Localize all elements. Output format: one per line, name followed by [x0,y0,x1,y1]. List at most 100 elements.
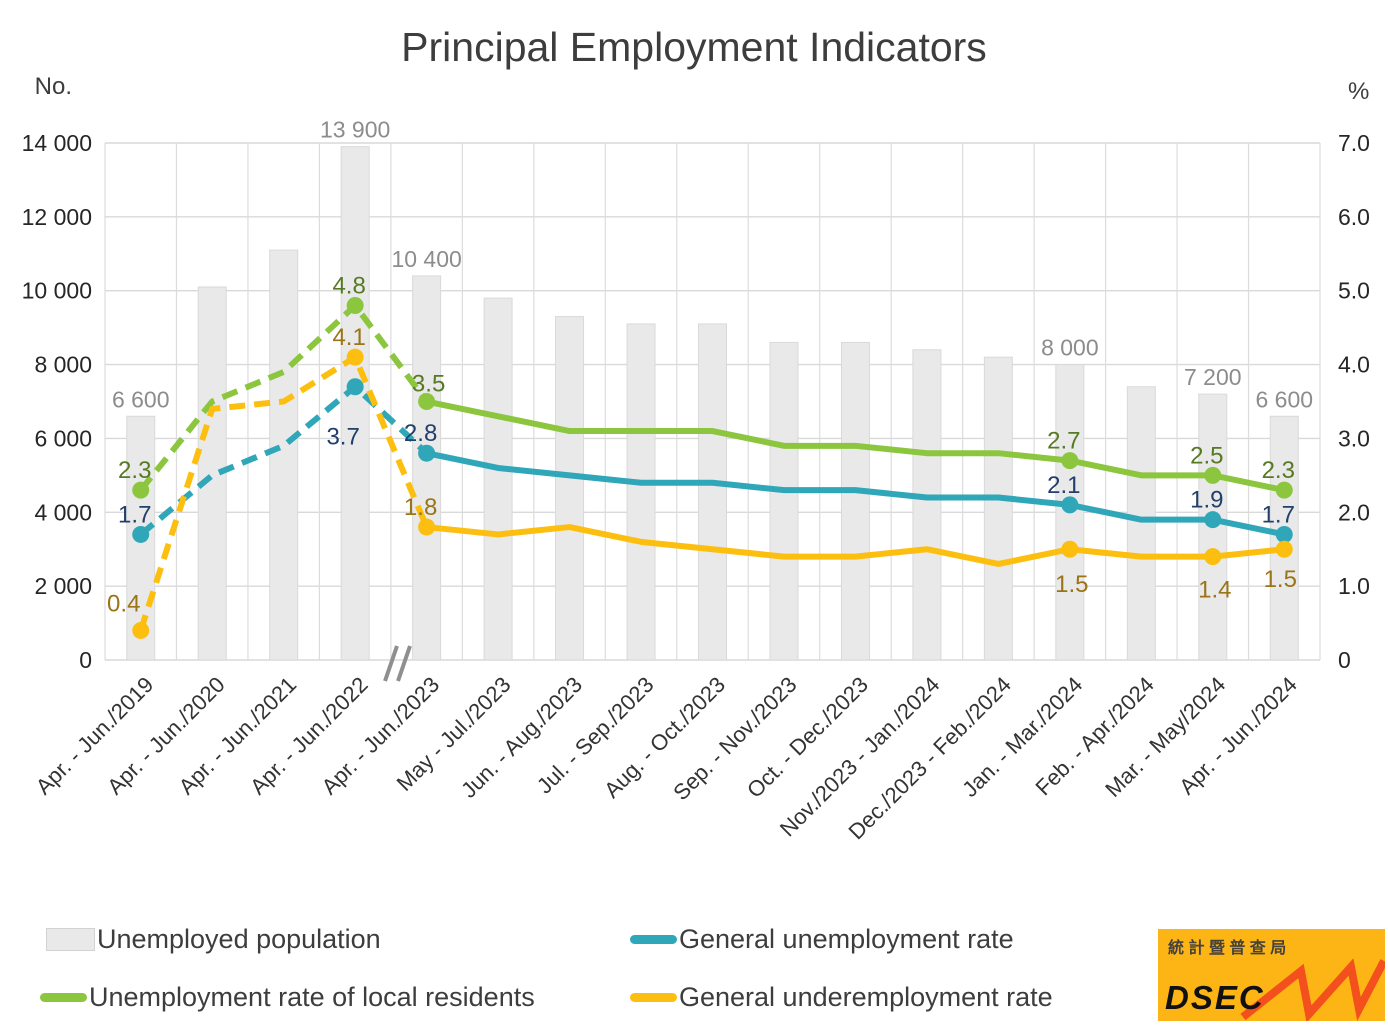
series-line-unemployment-rate-of-local-residents-marker [1275,481,1293,499]
bar-unemployed-population [269,249,299,661]
right-axis-tick-label: 7.0 [1338,130,1370,156]
data-point-label: 4.1 [332,324,365,351]
bar-unemployed-population [769,341,799,661]
data-point-label: 2.3 [118,457,151,484]
right-axis-tick-label: 2.0 [1338,499,1370,525]
data-point-label: 2.8 [404,420,437,447]
bar-unemployed-population [1126,386,1156,661]
legend-item-general-unemployment-rate: General unemployment rate [630,924,1014,954]
data-point-label: 1.4 [1198,577,1231,604]
left-axis-unit-label: No. [35,73,72,100]
legend-label: Unemployment rate of local residents [89,981,535,1012]
x-axis-category-label: Jun. - Aug./2023 [456,672,587,803]
x-axis-category-label: Sep. - Nov./2023 [668,672,801,805]
data-point-label: 3.7 [326,424,359,451]
series-line-general-underemployment-rate-marker [418,518,436,536]
x-axis-category-label: Oct. - Dec./2023 [742,672,873,803]
dsec-logo: 統 計 暨 普 查 局 DSEC [1158,929,1385,1021]
series-line-general-underemployment-rate-dashed [137,354,430,632]
bar-unemployed-population [483,297,513,661]
right-axis-tick-label: 6.0 [1338,204,1370,230]
dsec-zigzag-icon [1240,958,1385,1021]
left-axis-tick-label: 14 000 [22,130,92,156]
bar-unemployed-population [555,316,585,661]
series-line-general-unemployment-rate-marker [1275,525,1293,543]
series-line-general-underemployment-rate-marker [1275,540,1293,558]
data-point-label: 1.5 [1264,566,1297,593]
data-point-label: 1.5 [1055,571,1088,598]
data-point-label: 2.1 [1047,472,1080,499]
bar-unemployed-population [983,356,1013,661]
line-swatch-icon [40,992,87,1002]
legend-label: General unemployment rate [679,923,1014,954]
data-point-label: 0.4 [107,590,140,617]
left-axis-tick-label: 2 000 [34,573,92,599]
legend-item-unemployed-population: Unemployed population [46,924,381,954]
right-axis-tick-label: 3.0 [1338,425,1370,451]
data-point-label: 2.7 [1047,428,1080,455]
right-axis-tick-label: 4.0 [1338,352,1370,378]
left-axis-tick-label: 8 000 [34,352,92,378]
x-axis-category-label: Mar. - May/2024 [1100,672,1230,802]
series-line-general-underemployment-rate-marker [346,348,364,366]
series-line-unemployment-rate-of-local-residents [423,398,1288,494]
series-line-general-unemployment-rate-marker [1061,496,1079,514]
dsec-logo-chinese-text: 統 計 暨 普 查 局 [1168,940,1287,957]
data-point-label: 1.9 [1190,487,1223,514]
series-line-general-unemployment-rate [423,450,1288,538]
series-line-general-unemployment-rate-marker [418,444,436,462]
data-point-label: 1.8 [404,494,437,521]
series-line-unemployment-rate-of-local-residents-dashed [138,302,430,493]
axis-break-icon [396,645,412,682]
axis-break-icon [383,645,399,682]
bar-swatch-icon [46,927,95,951]
bar-value-label: 13 900 [320,117,390,143]
legend-label: General underemployment rate [679,981,1053,1012]
bar-unemployed-population [412,275,442,661]
series-line-unemployment-rate-of-local-residents-marker [346,296,364,314]
data-point-label: 1.7 [1262,501,1295,528]
series-line-unemployment-rate-of-local-residents-marker [418,393,436,411]
series-line-general-underemployment-rate-marker [1204,548,1222,566]
bar-value-label: 7 200 [1184,364,1242,390]
series-line-unemployment-rate-of-local-residents-marker [132,481,150,499]
bar-value-label: 6 600 [112,386,170,412]
right-axis-unit-label: % [1348,78,1369,105]
dsec-logo-text: DSEC [1165,979,1265,1016]
left-axis-tick-label: 12 000 [22,204,92,230]
bar-value-label: 6 600 [1255,386,1313,412]
bar-value-label: 10 400 [391,246,461,272]
bar-unemployed-population [340,146,370,661]
series-line-general-unemployment-rate-marker [1204,511,1222,529]
legend-label: Unemployed population [97,923,381,954]
line-swatch-icon [630,934,677,944]
bar-unemployed-population [840,341,870,661]
right-axis-tick-label: 5.0 [1338,278,1370,304]
series-line-general-unemployment-rate-marker [346,378,364,396]
left-axis-tick-label: 6 000 [34,425,92,451]
data-point-label: 2.3 [1262,457,1295,484]
right-axis-tick-label: 1.0 [1338,573,1370,599]
bar-unemployed-population [698,323,727,661]
legend-item-general-underemployment-rate: General underemployment rate [630,982,1053,1012]
bar-value-label: 8 000 [1041,335,1099,361]
left-axis-tick-label: 0 [79,647,92,673]
series-line-unemployment-rate-of-local-residents-marker [1061,452,1079,470]
series-line-general-unemployment-rate-marker [132,525,150,543]
right-axis-tick-label: 0 [1338,647,1351,673]
series-line-general-underemployment-rate-marker [1061,540,1079,558]
left-axis-tick-label: 10 000 [22,278,92,304]
left-axis-tick-label: 4 000 [34,499,92,525]
bar-unemployed-population [912,349,942,661]
bar-unemployed-population [626,323,656,661]
legend-item-local-residents-rate: Unemployment rate of local residents [40,982,535,1012]
x-axis-category-label: Apr. - Jun./2019 [31,672,159,800]
line-swatch-icon [630,992,677,1002]
series-line-general-unemployment-rate-dashed [138,383,429,537]
series-line-general-underemployment-rate [423,524,1288,567]
page-title: Principal Employment Indicators [401,24,987,70]
series-line-unemployment-rate-of-local-residents-marker [1204,466,1222,484]
data-point-label: 1.7 [118,501,151,528]
